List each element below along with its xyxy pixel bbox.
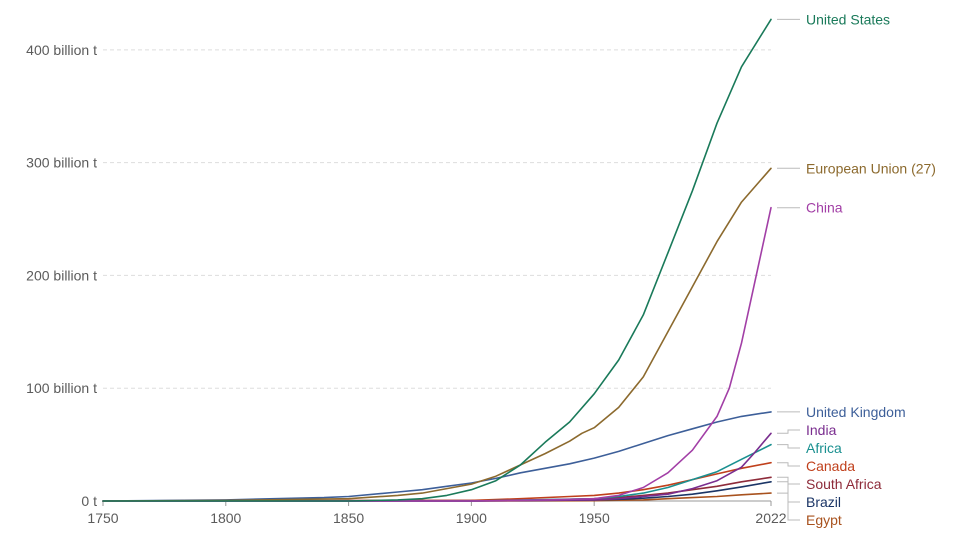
x-tick-label: 1750 [87, 510, 118, 526]
series-line-china [102, 206, 772, 502]
label-leader-brazil [777, 481, 800, 503]
series-label-india: India [806, 422, 837, 438]
series-line-european-union-27 [102, 167, 772, 502]
x-tick-label: 1900 [456, 510, 487, 526]
label-leader-canada [777, 462, 800, 467]
y-tick-label: 0 t [81, 493, 97, 509]
x-tick-label: 2022 [755, 510, 786, 526]
label-leader-south-africa [777, 476, 800, 485]
series-label-south-africa: South Africa [806, 476, 882, 492]
series-label-european-union-27: European Union (27) [806, 160, 936, 176]
series-label-united-kingdom: United Kingdom [806, 404, 906, 420]
series-labels: United States European Union (27) China Uni… [777, 11, 936, 528]
series-label-africa: Africa [806, 440, 842, 456]
series-label-brazil: Brazil [806, 494, 841, 510]
series-line-canada [102, 461, 772, 502]
grid-layer [103, 49, 771, 389]
y-tick-label: 400 billion t [26, 42, 97, 58]
label-leader-egypt [777, 492, 800, 521]
y-tick-label: 200 billion t [26, 267, 97, 283]
series-label-canada: Canada [806, 458, 855, 474]
label-leader-india [777, 429, 800, 434]
y-tick-label: 300 billion t [26, 155, 97, 171]
series-layer [102, 18, 772, 502]
x-tick-label: 1950 [579, 510, 610, 526]
series-label-egypt: Egypt [806, 512, 842, 528]
series-label-china: China [806, 200, 843, 216]
y-tick-label: 100 billion t [26, 380, 97, 396]
label-leader-africa [777, 444, 800, 449]
axis-layer: 0 t 100 billion t 200 billion t 300 billion… [26, 42, 787, 526]
series-line-united-kingdom [102, 411, 772, 502]
series-line-united-states [102, 18, 772, 502]
x-tick-label: 1800 [210, 510, 241, 526]
series-label-united-states: United States [806, 11, 890, 27]
x-tick-label: 1850 [333, 510, 364, 526]
